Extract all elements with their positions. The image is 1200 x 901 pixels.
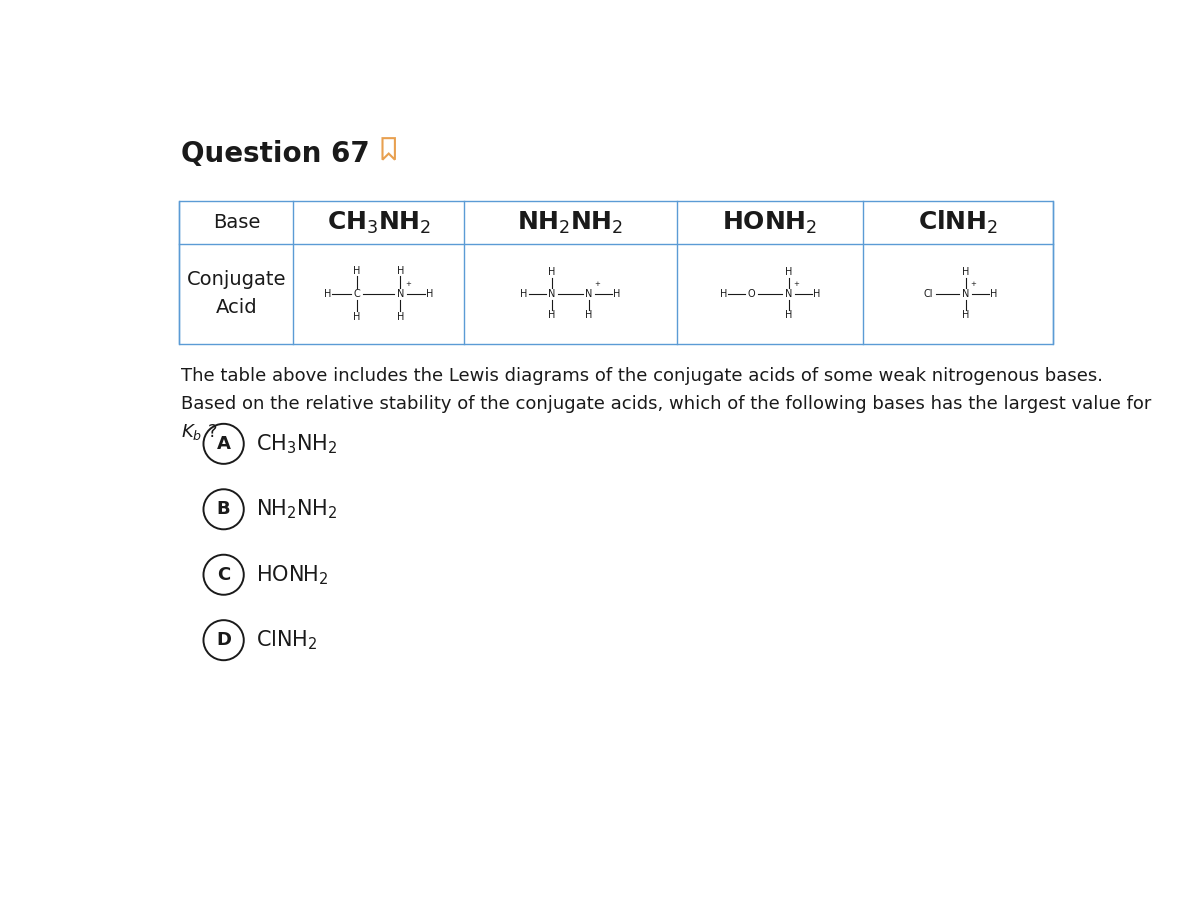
Text: H: H [785, 310, 792, 320]
Text: ClNH$_2$: ClNH$_2$ [256, 628, 317, 652]
Text: Cl: Cl [924, 288, 934, 299]
Text: C: C [354, 288, 360, 299]
Text: H: H [548, 267, 556, 278]
Text: D: D [216, 632, 232, 650]
Text: Base: Base [212, 213, 260, 232]
Text: H: H [397, 266, 404, 276]
Text: H: H [962, 310, 970, 320]
Text: +: + [406, 281, 412, 287]
Text: Question 67: Question 67 [181, 140, 370, 168]
Text: NH$_2$NH$_2$: NH$_2$NH$_2$ [517, 209, 624, 235]
Text: N: N [548, 288, 556, 299]
Text: H: H [521, 288, 528, 299]
Text: H: H [990, 288, 997, 299]
Bar [180, 201, 1052, 344]
Text: HONH$_2$: HONH$_2$ [256, 563, 329, 587]
Text: H: H [353, 266, 361, 276]
Text: H: H [586, 310, 593, 320]
Text: A: A [217, 435, 230, 453]
Text: B: B [217, 500, 230, 518]
Text: +: + [793, 281, 799, 287]
Text: CH$_3$NH$_2$: CH$_3$NH$_2$ [326, 209, 431, 235]
Text: The table above includes the Lewis diagrams of the conjugate acids of some weak : The table above includes the Lewis diagr… [181, 367, 1103, 385]
Text: H: H [353, 312, 361, 322]
Text: H: H [613, 288, 620, 299]
Text: +: + [971, 281, 977, 287]
Text: NH$_2$NH$_2$: NH$_2$NH$_2$ [256, 497, 337, 521]
Text: ClNH$_2$: ClNH$_2$ [918, 209, 998, 236]
Text: HONH$_2$: HONH$_2$ [722, 209, 817, 235]
Text: H: H [720, 288, 727, 299]
Text: H: H [397, 312, 404, 322]
Text: Based on the relative stability of the conjugate acids, which of the following b: Based on the relative stability of the c… [181, 395, 1151, 413]
Text: N: N [397, 288, 404, 299]
Text: O: O [748, 288, 755, 299]
Text: H: H [785, 267, 792, 278]
Text: Conjugate
Acid: Conjugate Acid [187, 270, 286, 317]
Text: CH$_3$NH$_2$: CH$_3$NH$_2$ [256, 432, 337, 456]
Text: H: H [426, 288, 433, 299]
Text: C: C [217, 566, 230, 584]
Text: H: H [548, 310, 556, 320]
Text: N: N [785, 288, 792, 299]
Text: +: + [594, 281, 600, 287]
Text: H: H [812, 288, 820, 299]
Text: N: N [962, 288, 970, 299]
Text: H: H [962, 267, 970, 278]
Text: N: N [586, 288, 593, 299]
Text: $K_b$ ?: $K_b$ ? [181, 423, 217, 442]
Text: H: H [324, 288, 331, 299]
